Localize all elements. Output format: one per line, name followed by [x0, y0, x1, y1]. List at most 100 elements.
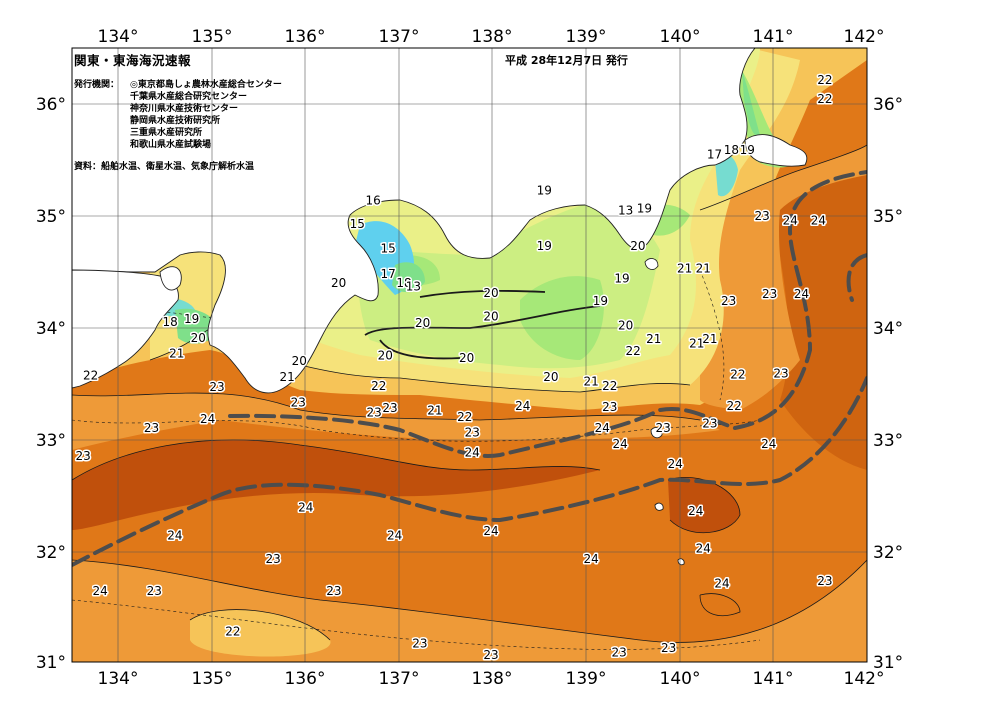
lon-label-top: 141°: [753, 27, 794, 47]
isotherm-label: 20: [459, 351, 474, 365]
isotherm-label: 21: [583, 374, 598, 388]
isotherm-label: 19: [537, 239, 552, 253]
lat-label-left: 33°: [36, 431, 66, 451]
band-24-warm-hachijo: [668, 477, 740, 533]
band-22-south: [190, 609, 331, 657]
isotherm-label: 20: [483, 310, 498, 324]
isotherm-label: 22: [727, 399, 742, 413]
isotherm-label: 22: [371, 379, 386, 393]
lat-label-left: 31°: [36, 653, 66, 673]
band-23-west: [72, 393, 720, 450]
isotherm-label: 24: [298, 500, 313, 514]
isotherm-label: 20: [618, 319, 633, 333]
isotherm-label: 23: [382, 401, 397, 415]
isotherm-label: 24: [167, 528, 182, 542]
lat-label-right: 34°: [873, 319, 903, 339]
isotherm-label: 20: [543, 370, 558, 384]
lon-label-top: 135°: [192, 27, 233, 47]
isotherm-label: 23: [602, 400, 617, 414]
isotherm-label: 24: [688, 504, 703, 518]
lon-label-bottom: 141°: [753, 669, 794, 689]
isotherm-label: 22: [457, 410, 472, 424]
isotherm-label: 22: [602, 379, 617, 393]
isotherm-label: 23: [721, 294, 736, 308]
issuer-item: ◎東京都島しょ農林水産総合センター: [130, 80, 282, 90]
lon-label-top: 137°: [379, 27, 420, 47]
isotherm-label: 23: [412, 637, 427, 651]
isotherm-label: 24: [668, 457, 683, 471]
isotherm-label: 23: [209, 380, 224, 394]
issuers-block: 発行機関：: [74, 77, 314, 90]
isotherm-label: 19: [593, 294, 608, 308]
issue-date: 平成 28年12月7日 発行: [505, 54, 628, 67]
isotherm-dashed-line: [72, 419, 761, 442]
lon-label-top: 134°: [98, 27, 139, 47]
isotherm-label: 13: [406, 279, 421, 293]
lon-label-bottom: 138°: [472, 669, 513, 689]
isotherm-label: 24: [761, 437, 776, 451]
lat-label-right: 32°: [873, 543, 903, 563]
land-izu-oshima: [644, 258, 659, 270]
band-17-chiba-coast: [742, 70, 760, 136]
longitude-labels-bottom: 134° 135° 136° 137° 138° 139° 140° 141° …: [98, 669, 885, 689]
isotherm-label: 21: [646, 332, 661, 346]
isotherm-label: 24: [387, 528, 402, 542]
isotherm-label: 15: [350, 217, 365, 231]
isotherm-label: 24: [92, 584, 107, 598]
latitude-labels-left: 36° 35° 34° 33° 32° 31°: [36, 95, 66, 673]
land-awaji: [159, 266, 182, 291]
isotherm-line: [189, 609, 331, 641]
isotherm-label: 22: [225, 624, 240, 638]
kuroshio-inner-axis: [228, 170, 867, 458]
isotherm-label: 23: [144, 421, 159, 435]
lat-label-right: 31°: [873, 653, 903, 673]
isotherm-line: [72, 559, 867, 643]
isotherm-label: 20: [630, 239, 645, 253]
isotherm-line: [667, 476, 741, 534]
isotherm-label: 22: [730, 368, 745, 382]
graticule: [72, 48, 867, 662]
isotherm-label: 16: [366, 193, 381, 207]
lat-label-left: 35°: [36, 207, 66, 227]
lat-label-left: 32°: [36, 543, 66, 563]
lon-label-bottom: 134°: [98, 669, 139, 689]
lon-label-top: 142°: [844, 27, 885, 47]
latitude-labels-right: 36° 35° 34° 33° 32° 31°: [873, 95, 903, 673]
isotherm-label: 21: [677, 262, 692, 276]
isotherm-label: 24: [794, 287, 809, 301]
isotherm-label: 23: [817, 574, 832, 588]
land-hachijo: [654, 502, 664, 511]
issuers-list: ◎東京都島しょ農林水産総合センター 千葉県水産総合研究センター 神奈川県水産技術…: [74, 79, 314, 151]
issuer-item: 和歌山県水産試験場: [130, 140, 212, 150]
longitude-labels-top: 134° 135° 136° 137° 138° 139° 140° 141° …: [98, 27, 885, 47]
lat-label-right: 36°: [873, 95, 903, 115]
isotherm-label: 23: [755, 209, 770, 223]
map-border: [71, 47, 868, 663]
isotherm-label: 20: [292, 354, 307, 368]
isotherm-label: 24: [483, 524, 498, 538]
lon-label-bottom: 140°: [660, 669, 701, 689]
isotherm-label: 23: [147, 584, 162, 598]
isotherm-label: 18: [724, 143, 739, 157]
lat-label-right: 33°: [873, 431, 903, 451]
isotherm-label: 23: [611, 646, 626, 660]
lon-label-top: 139°: [566, 27, 607, 47]
isotherm-label: 24: [200, 412, 215, 426]
isotherm-label: 23: [366, 406, 381, 420]
isotherm-label: 22: [626, 344, 641, 358]
isotherm-label: 23: [291, 396, 306, 410]
isotherm-label: 24: [696, 542, 711, 556]
isotherm-dashed-line: [699, 269, 725, 401]
isotherm-label: 13: [618, 204, 633, 218]
isotherm-label: 17: [380, 267, 395, 281]
isotherm-label: 20: [415, 316, 430, 330]
issuer-item: 神奈川県水産技術センター: [130, 104, 239, 114]
isotherm-line: [72, 392, 701, 421]
kuroshio-east-axis: [846, 253, 867, 302]
data-source: 資料：船舶水温、衛星水温、気象庁解析水温: [74, 162, 255, 172]
isotherm-label: 21: [702, 332, 717, 346]
isotherm-line: [699, 593, 741, 616]
isotherm-label: 23: [265, 552, 280, 566]
